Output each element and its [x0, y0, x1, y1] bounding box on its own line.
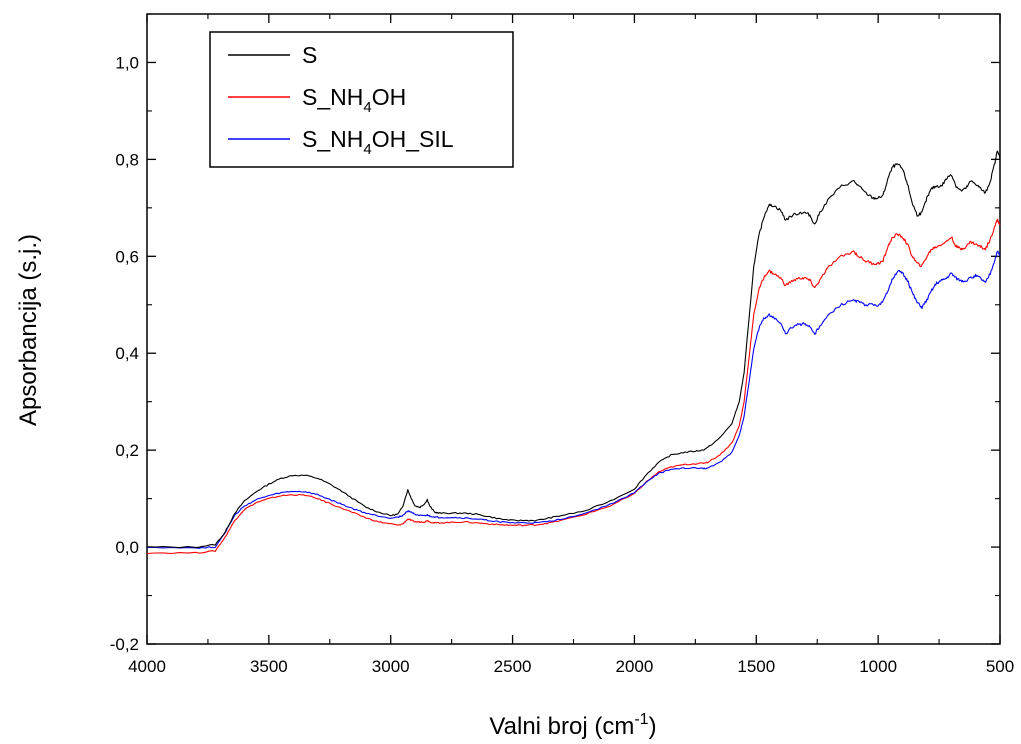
x-axis-title-sup: -1 [634, 711, 648, 728]
x-axis-title-main: Valni broj (cm [489, 713, 634, 740]
legend-label-main: S_NH [302, 84, 363, 110]
legend-label-end: OH_SIL [372, 126, 454, 152]
legend-label-subscript: 4 [363, 99, 371, 116]
x-tick-label: 2000 [616, 657, 654, 676]
y-tick-label: 0,0 [115, 538, 139, 557]
series-line-s-nh4oh-sil [146, 250, 1001, 549]
y-tick-label: 0,6 [115, 247, 139, 266]
legend-label-end: OH [372, 84, 407, 110]
legend-label: S_NH4OH [302, 84, 406, 116]
y-tick-label: 0,8 [115, 150, 139, 169]
legend-label: S_NH4OH_SIL [302, 126, 454, 158]
x-tick-label: 4000 [128, 657, 166, 676]
series-line-s-nh4oh [146, 218, 1001, 555]
axis-tick-labels: 4000 3500 3000 2500 2000 1500 1000 500 -0,2 0,0 0,… [110, 53, 1014, 676]
x-tick-label: 1500 [737, 657, 775, 676]
legend-label-main: S_NH [302, 126, 363, 152]
x-tick-label: 2500 [494, 657, 532, 676]
series-line-s [146, 150, 1001, 549]
y-tick-label: 0,2 [115, 441, 139, 460]
x-axis-title-end: ) [649, 713, 657, 740]
y-axis-title: Apsorbancija (s.j.) [15, 234, 42, 426]
axis-ticks [146, 13, 1001, 645]
y-tick-label: 0,4 [115, 344, 139, 363]
legend-label-subscript: 4 [363, 141, 371, 158]
legend-label-main: S [302, 42, 317, 68]
x-tick-label: 1000 [859, 657, 897, 676]
series-layer [146, 150, 1001, 555]
x-tick-label: 3000 [372, 657, 410, 676]
y-tick-label: 1,0 [115, 53, 139, 72]
x-tick-label: 3500 [250, 657, 288, 676]
x-axis-title: Valni broj (cm-1) [489, 711, 656, 740]
y-tick-label: -0,2 [110, 635, 139, 654]
legend-label: S [302, 42, 317, 68]
x-tick-label: 500 [986, 657, 1014, 676]
